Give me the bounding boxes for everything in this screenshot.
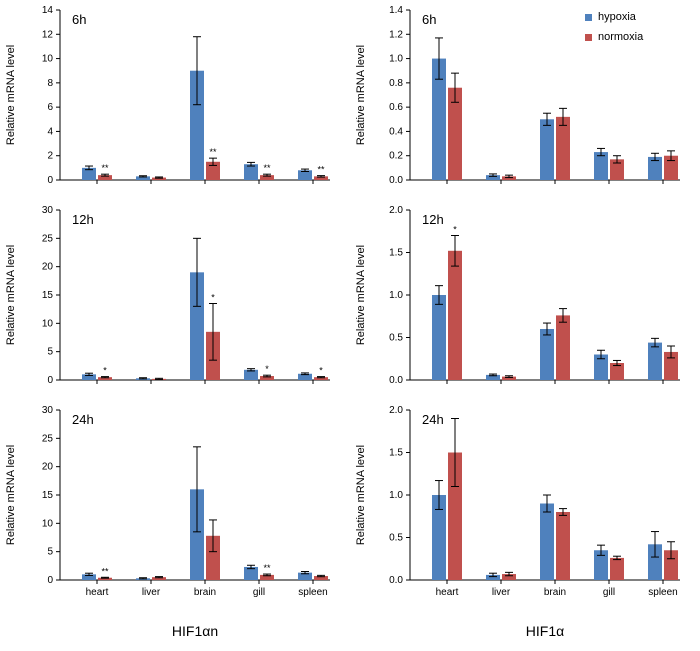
y-tick-label: 0.2: [389, 151, 403, 162]
y-tick-label: 0: [47, 575, 53, 586]
y-tick-label: 2.0: [389, 205, 403, 216]
multi-panel-bar-figure: 024681012146hRelative mRNA level********…: [0, 0, 700, 646]
x-tick-label: brain: [544, 587, 566, 598]
x-tick-label: spleen: [298, 587, 327, 598]
y-axis-label: Relative mRNA level: [5, 245, 17, 345]
significance-marker: **: [209, 147, 217, 157]
bar-hypoxia: [432, 295, 446, 380]
significance-marker: *: [211, 293, 215, 303]
x-tick-label: spleen: [648, 587, 677, 598]
y-tick-label: 4: [47, 126, 53, 137]
significance-marker: **: [101, 566, 109, 576]
y-tick-label: 25: [42, 433, 54, 444]
y-tick-label: 0.4: [389, 126, 403, 137]
y-tick-label: 8: [47, 78, 53, 89]
y-tick-label: 1.5: [389, 448, 403, 459]
x-tick-label: heart: [86, 587, 109, 598]
panel-title: 6h: [422, 12, 436, 27]
y-tick-label: 15: [42, 490, 54, 501]
y-tick-label: 1.0: [389, 54, 403, 65]
y-tick-label: 5: [47, 547, 53, 558]
y-tick-label: 10: [42, 318, 54, 329]
significance-marker: *: [103, 366, 107, 376]
significance-marker: *: [453, 225, 457, 235]
panel-title: 12h: [72, 212, 94, 227]
significance-marker: **: [317, 165, 325, 175]
y-tick-label: 0.0: [389, 375, 403, 386]
y-axis-label: Relative mRNA level: [5, 45, 17, 145]
x-tick-label: liver: [492, 587, 511, 598]
y-tick-label: 0.0: [389, 575, 403, 586]
panel-title: 24h: [72, 412, 94, 427]
y-tick-label: 12: [42, 29, 54, 40]
y-tick-label: 25: [42, 233, 54, 244]
y-tick-label: 20: [42, 262, 54, 273]
y-axis-label: Relative mRNA level: [5, 445, 17, 545]
significance-marker: **: [263, 163, 271, 173]
y-tick-label: 2: [47, 151, 53, 162]
y-tick-label: 30: [42, 405, 54, 416]
panel-title: 24h: [422, 412, 444, 427]
bar-hypoxia: [540, 329, 554, 380]
bar-normoxia: [556, 512, 570, 580]
bar-hypoxia: [244, 164, 258, 180]
y-tick-label: 0.6: [389, 102, 403, 113]
y-tick-label: 20: [42, 462, 54, 473]
bar-hypoxia: [540, 119, 554, 180]
x-tick-label: liver: [142, 587, 161, 598]
y-tick-label: 0: [47, 375, 53, 386]
legend-swatch: [585, 14, 592, 21]
panel-title: 12h: [422, 212, 444, 227]
y-axis-label: Relative mRNA level: [355, 245, 367, 345]
x-tick-label: heart: [436, 587, 459, 598]
bar-normoxia: [448, 251, 462, 380]
y-axis-label: Relative mRNA level: [355, 445, 367, 545]
y-tick-label: 0.8: [389, 78, 403, 89]
y-tick-label: 10: [42, 518, 54, 529]
x-tick-label: brain: [194, 587, 216, 598]
y-tick-label: 1.5: [389, 248, 403, 259]
legend-label: normoxia: [598, 31, 644, 43]
bar-normoxia: [556, 117, 570, 180]
y-tick-label: 0.5: [389, 533, 403, 544]
y-tick-label: 1.2: [389, 29, 403, 40]
bar-normoxia: [610, 558, 624, 580]
legend-label: hypoxia: [598, 11, 637, 23]
y-tick-label: 1.0: [389, 290, 403, 301]
figure-svg: 024681012146hRelative mRNA level********…: [0, 0, 700, 646]
bar-hypoxia: [594, 152, 608, 180]
y-tick-label: 14: [42, 5, 54, 16]
x-tick-label: gill: [253, 587, 265, 598]
y-tick-label: 0.5: [389, 333, 403, 344]
y-tick-label: 5: [47, 347, 53, 358]
column-gene-label: HIF1αn: [172, 623, 218, 639]
y-axis-label: Relative mRNA level: [355, 45, 367, 145]
y-tick-label: 0: [47, 175, 53, 186]
y-tick-label: 1.0: [389, 490, 403, 501]
significance-marker: **: [101, 163, 109, 173]
bar-normoxia: [556, 315, 570, 380]
significance-marker: **: [263, 563, 271, 573]
y-tick-label: 10: [42, 54, 54, 65]
y-tick-label: 1.4: [389, 5, 403, 16]
bar-hypoxia: [540, 504, 554, 581]
legend-swatch: [585, 34, 592, 41]
y-tick-label: 15: [42, 290, 54, 301]
column-gene-label: HIF1α: [526, 623, 564, 639]
y-tick-label: 0.0: [389, 175, 403, 186]
panel-title: 6h: [72, 12, 86, 27]
y-tick-label: 2.0: [389, 405, 403, 416]
x-tick-label: gill: [603, 587, 615, 598]
significance-marker: *: [319, 366, 323, 376]
y-tick-label: 6: [47, 102, 53, 113]
y-tick-label: 30: [42, 205, 54, 216]
significance-marker: *: [265, 364, 269, 374]
bar-hypoxia: [648, 343, 662, 380]
